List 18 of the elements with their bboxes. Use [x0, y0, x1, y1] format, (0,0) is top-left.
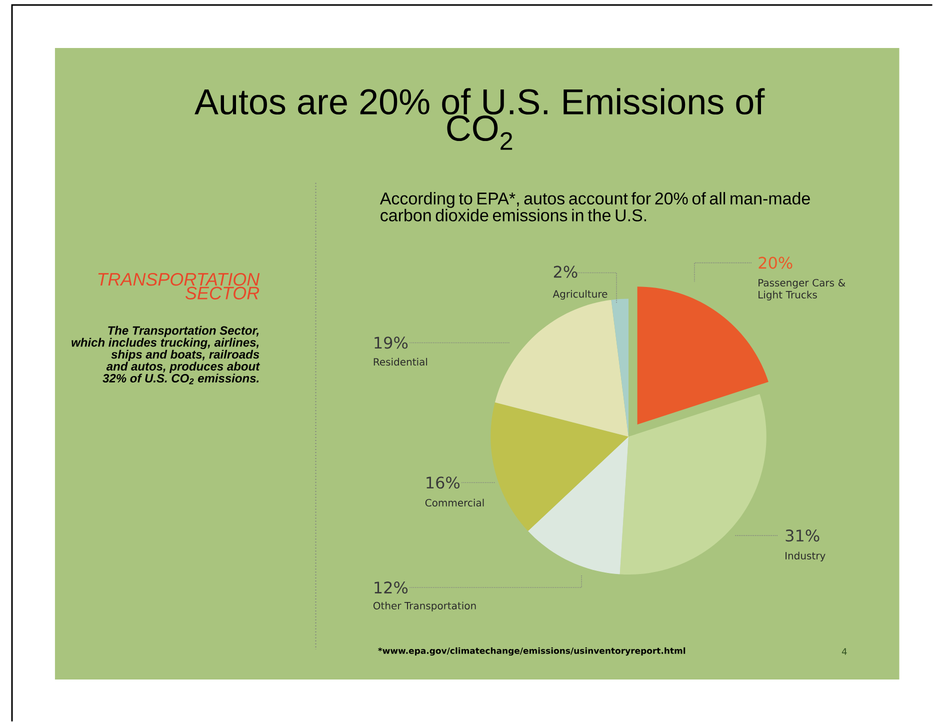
- text: TRANSPORTATION SECTOR: [98, 272, 260, 300]
- slice-label: Passenger Cars & Light Trucks: [758, 278, 846, 300]
- slice-label: Industry: [786, 552, 826, 562]
- slice-label: Agriculture: [552, 290, 608, 300]
- chart-title: Autos are 20% of U.S. Emissions of CO$_{2}$: [194, 88, 765, 150]
- text: *www.epa.gov/climatechange/emissions/usinventoryreport.html: [378, 647, 686, 656]
- slice-label: Other Transportation: [373, 602, 476, 612]
- data-label: 20%: [758, 256, 792, 269]
- text: The Transportation Sector, which includes trucking, airlines, ships and boats, railroads and autos, produces about 32% of U.S. CO$_{2}$ emissions.: [72, 326, 260, 384]
- data-label: 16%: [426, 476, 460, 489]
- data-label: 19%: [374, 336, 408, 349]
- slice-label: Residential: [374, 358, 428, 366]
- data-label: 31%: [786, 529, 820, 542]
- text: 4: [842, 648, 847, 655]
- data-label: 2%: [554, 266, 578, 278]
- data-label: 12%: [374, 581, 408, 594]
- chart-subtitle: According to EPA*, autos account for 20% of all man-made carbon dioxide emissions in the U.S.: [380, 192, 810, 222]
- slice-label: Commercial: [425, 498, 484, 506]
